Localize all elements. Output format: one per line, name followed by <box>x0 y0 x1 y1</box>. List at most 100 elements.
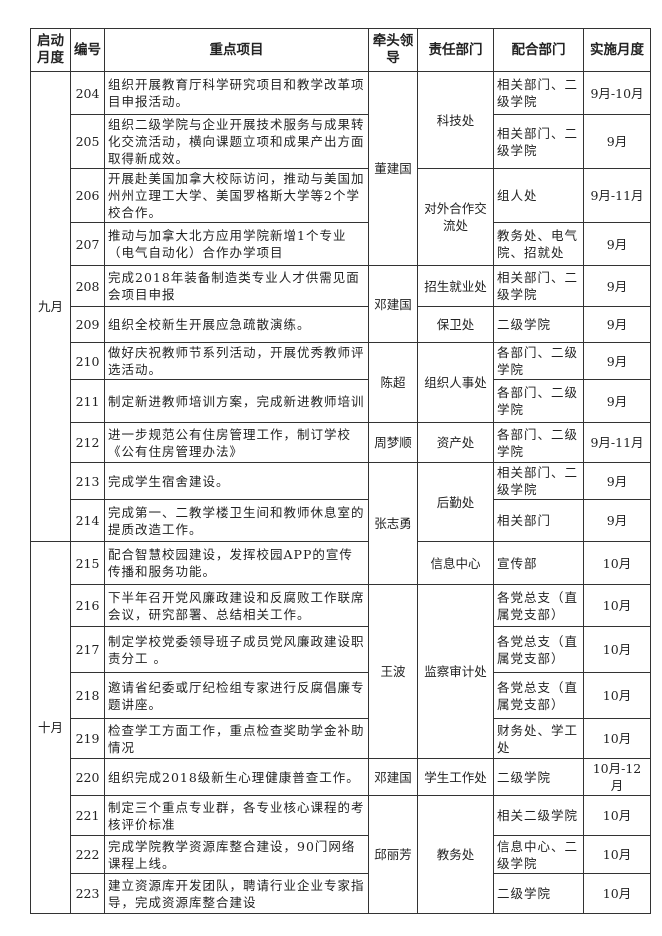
start-month-cell: 九月 <box>30 71 71 542</box>
item-number: 213 <box>70 462 105 500</box>
table-row: 223 建立资源库开发团队，聘请行业企业专家指导，完成资源库整合建设 二级学院 10月 <box>31 873 651 914</box>
item-number: 215 <box>70 541 105 585</box>
department-cell: 监察审计处 <box>417 584 494 759</box>
header-department: 责任部门 <box>417 28 494 72</box>
implementation-month: 9月 <box>583 499 651 542</box>
leader-cell: 邱丽芳 <box>368 795 418 914</box>
item-number: 212 <box>70 422 105 463</box>
table-row: 217 制定学校党委领导班子成员党风廉政建设职责分工 。 各党总支（直属党支部） 10… <box>31 626 651 673</box>
implementation-month: 9月 <box>583 265 651 307</box>
item-number: 207 <box>70 222 105 266</box>
department-cell: 信息中心 <box>417 541 494 585</box>
item-number: 220 <box>70 758 105 796</box>
implementation-month: 10月 <box>583 672 651 719</box>
header-implementation-month: 实施月度 <box>583 28 651 72</box>
cooperating-department: 财务处、学工处 <box>493 718 584 759</box>
table-row: 219 检查学工方面工作，重点检查奖助学金补助情况 财务处、学工处 10月 <box>31 718 651 759</box>
department-cell: 保卫处 <box>417 306 494 343</box>
item-number: 214 <box>70 499 105 542</box>
implementation-month: 9月 <box>583 222 651 266</box>
item-number: 210 <box>70 342 105 380</box>
department-cell: 后勤处 <box>417 462 494 542</box>
table-row: 212 进一步规范公有住房管理工作，制订学校《公有住房管理办法》 周梦顺 资产处 各部门… <box>31 422 651 463</box>
project-description: 完成第一、二教学楼卫生间和教师休息室的提质改造工作。 <box>104 499 369 542</box>
cooperating-department: 相关二级学院 <box>493 795 584 836</box>
cooperating-department: 教务处、电气院、招就处 <box>493 222 584 266</box>
cooperating-department: 二级学院 <box>493 873 584 914</box>
department-cell: 对外合作交流处 <box>417 168 494 266</box>
item-number: 205 <box>70 114 105 169</box>
implementation-month: 10月-12月 <box>583 758 651 796</box>
header-cooperating-department: 配合部门 <box>493 28 584 72</box>
table-row: 210 做好庆祝教师节系列活动，开展优秀教师评选活动。 陈超 组织人事处 各部门、二级学… <box>31 342 651 423</box>
leader-cell: 董建国 <box>368 71 418 266</box>
implementation-month: 10月 <box>583 873 651 914</box>
project-description: 完成学生宿舍建设。 <box>104 462 369 500</box>
item-number: 223 <box>70 873 105 914</box>
item-number: 216 <box>70 584 105 627</box>
implementation-month: 9月 <box>583 114 651 169</box>
cooperating-department: 信息中心、二级学院 <box>493 835 584 874</box>
table-row: 211 制定新进教师培训方案，完成新进教师培训 各部门、二级学院 9月 <box>31 379 651 423</box>
header-leader: 牵头领导 <box>368 28 418 72</box>
table-row: 206 开展赴美国加拿大校际访问，推动与美国加州州立理工大学、美国罗格斯大学等2个… <box>31 168 651 266</box>
project-description: 建立资源库开发团队，聘请行业企业专家指导，完成资源库整合建设 <box>104 873 369 914</box>
implementation-month: 9月-10月 <box>583 71 651 115</box>
cooperating-department: 各部门、二级学院 <box>493 422 584 463</box>
item-number: 217 <box>70 626 105 673</box>
project-description: 制定三个重点专业群，各专业核心课程的考核评价标准 <box>104 795 369 836</box>
table-row: 十月 215 配合智慧校园建设，发挥校园APP的宣传传播和服务功能。 信息中心 宣传部 1… <box>30 541 651 914</box>
department-cell: 组织人事处 <box>417 342 494 423</box>
project-description: 下半年召开党风廉政建设和反腐败工作联席会议，研究部署、总结相关工作。 <box>104 584 369 627</box>
table-row: 209 组织全校新生开展应急疏散演练。 保卫处 二级学院 9月 <box>31 306 651 343</box>
item-number: 204 <box>70 71 105 115</box>
implementation-month: 10月 <box>583 718 651 759</box>
cooperating-department: 相关部门 <box>493 499 584 542</box>
department-cell: 招生就业处 <box>417 265 494 307</box>
header-number: 编号 <box>70 28 105 72</box>
item-number: 219 <box>70 718 105 759</box>
item-number: 221 <box>70 795 105 836</box>
implementation-month: 9月-11月 <box>583 168 651 223</box>
table-row: 220 组织完成2018级新生心理健康普查工作。 邓建国 学生工作处 二级学院 10月-1… <box>31 758 651 796</box>
project-description: 组织完成2018级新生心理健康普查工作。 <box>104 758 369 796</box>
table-header-row: 启动月度 编号 重点项目 牵头领导 责任部门 配合部门 实施月度 <box>30 28 651 72</box>
implementation-month: 10月 <box>583 584 651 627</box>
cooperating-department: 各部门、二级学院 <box>493 342 584 380</box>
department-cell: 资产处 <box>417 422 494 463</box>
department-cell: 教务处 <box>417 795 494 914</box>
project-description: 开展赴美国加拿大校际访问，推动与美国加州州立理工大学、美国罗格斯大学等2个学校合… <box>104 168 369 223</box>
project-description: 完成2018年装备制造类专业人才供需见面会项目申报 <box>104 265 369 307</box>
project-description: 组织二级学院与企业开展技术服务与成果转化交流活动，横向课题立项和成果产出方面取得… <box>104 114 369 169</box>
project-description: 制定新进教师培训方案，完成新进教师培训 <box>104 379 369 423</box>
project-description: 制定学校党委领导班子成员党风廉政建设职责分工 。 <box>104 626 369 673</box>
implementation-month: 10月 <box>583 795 651 836</box>
table-row: 218 邀请省纪委或厅纪检组专家进行反腐倡廉专题讲座。 各党总支（直属党支部） 10月 <box>31 672 651 719</box>
cooperating-department: 各部门、二级学院 <box>493 379 584 423</box>
implementation-month: 9月 <box>583 306 651 343</box>
header-project: 重点项目 <box>104 28 369 72</box>
cooperating-department: 各党总支（直属党支部） <box>493 626 584 673</box>
item-number: 218 <box>70 672 105 719</box>
leader-cell: 邓建国 <box>368 758 418 796</box>
item-number: 211 <box>70 379 105 423</box>
item-number: 206 <box>70 168 105 223</box>
project-description: 推动与加拿大北方应用学院新增1个专业（电气自动化）合作办学项目 <box>104 222 369 266</box>
implementation-month: 9月-11月 <box>583 422 651 463</box>
leader-cell: 王波 <box>368 584 418 759</box>
cooperating-department: 各党总支（直属党支部） <box>493 584 584 627</box>
item-number: 222 <box>70 835 105 874</box>
project-description: 进一步规范公有住房管理工作，制订学校《公有住房管理办法》 <box>104 422 369 463</box>
cooperating-department: 相关部门、二级学院 <box>493 462 584 500</box>
leader-cell: 周梦顺 <box>368 422 418 463</box>
implementation-month: 9月 <box>583 462 651 500</box>
table-row: 205 组织二级学院与企业开展技术服务与成果转化交流活动，横向课题立项和成果产出方… <box>31 114 651 169</box>
project-description: 邀请省纪委或厅纪检组专家进行反腐倡廉专题讲座。 <box>104 672 369 719</box>
cooperating-department: 各党总支（直属党支部） <box>493 672 584 719</box>
cooperating-department: 相关部门、二级学院 <box>493 71 584 115</box>
table-row: 213 完成学生宿舍建设。 张志勇 后勤处 相关部门、二级学院 9月 <box>31 462 651 585</box>
implementation-month: 10月 <box>583 626 651 673</box>
work-plan-table: 启动月度 编号 重点项目 牵头领导 责任部门 配合部门 实施月度 九月 204 组织… <box>30 28 651 914</box>
project-description: 配合智慧校园建设，发挥校园APP的宣传传播和服务功能。 <box>104 541 369 585</box>
header-start-month: 启动月度 <box>30 28 71 72</box>
